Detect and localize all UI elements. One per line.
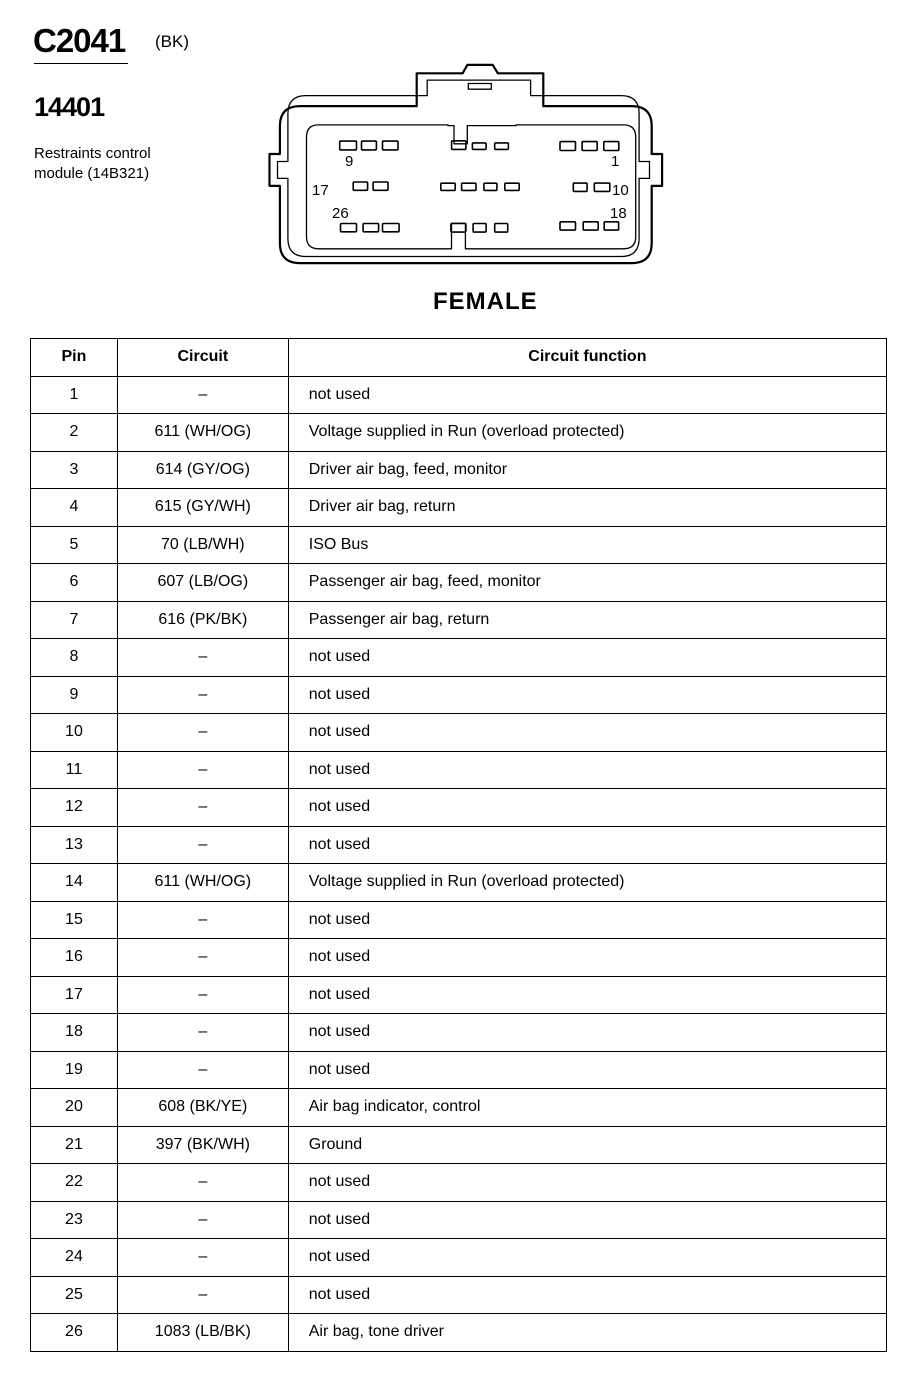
svg-text:1: 1 (611, 153, 619, 170)
svg-text:26: 26 (332, 205, 349, 222)
svg-text:9: 9 (345, 153, 353, 170)
svg-text:17: 17 (312, 182, 329, 199)
svg-text:10: 10 (612, 182, 629, 199)
svg-text:18: 18 (610, 205, 627, 222)
